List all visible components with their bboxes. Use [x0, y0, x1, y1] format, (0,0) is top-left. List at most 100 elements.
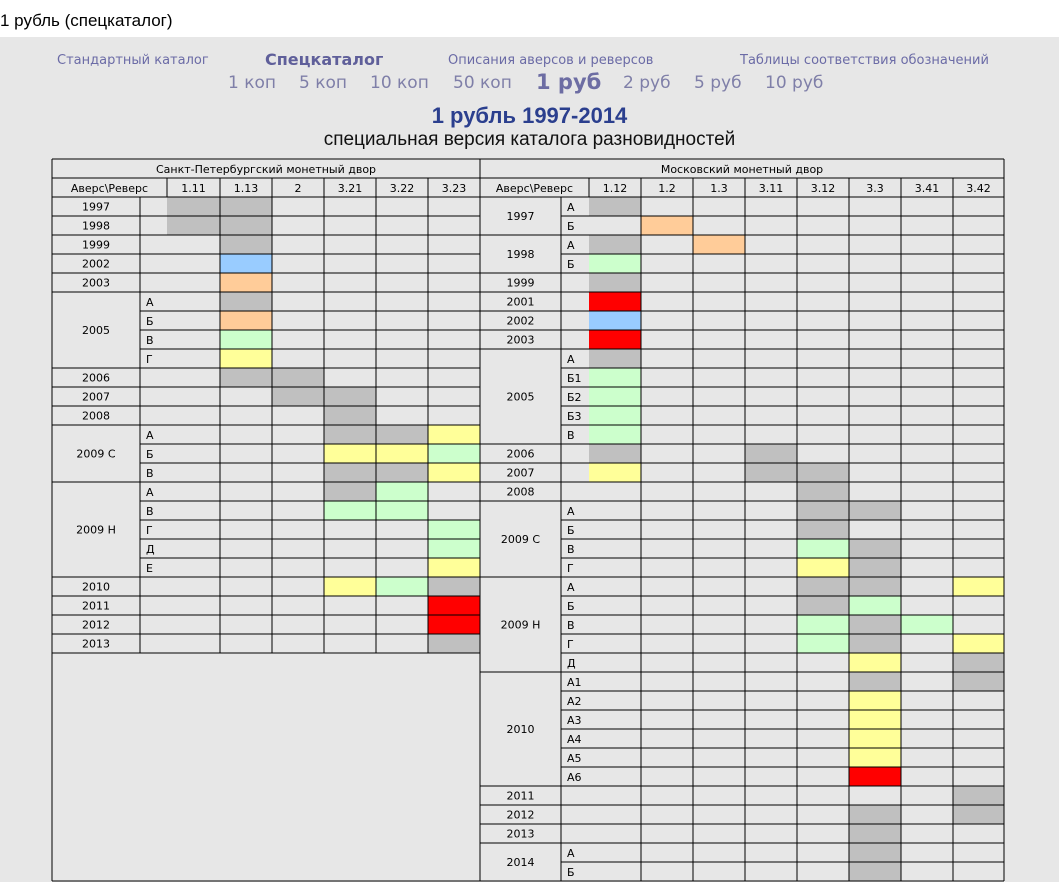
msk-mint-title: Московский монетный двор: [661, 163, 823, 176]
msk-year-label: 2013: [507, 828, 535, 841]
msk-year-label: 2009 С: [501, 533, 540, 546]
spb-year-label: 2013: [82, 638, 110, 651]
msk-sub-label: А6: [567, 771, 582, 784]
msk-sub-label: А: [567, 201, 575, 214]
spb-year-label: 1998: [82, 220, 110, 233]
msk-sub-label: В: [567, 543, 575, 556]
spb-cell-green: [376, 577, 428, 596]
msk-column-header: 3.42: [966, 182, 991, 195]
spb-cell-gray: [324, 482, 376, 501]
msk-cell-green: [589, 387, 641, 406]
spb-sub-label: Е: [146, 562, 153, 575]
msk-year-label: 2008: [507, 486, 535, 499]
nav-obverse-reverse-descriptions[interactable]: Описания аверсов и реверсов: [448, 53, 654, 68]
spb-year-label: 1997: [82, 201, 110, 214]
msk-sub-label: А3: [567, 714, 582, 727]
msk-cell-gray: [797, 501, 849, 520]
msk-sub-label: Б: [567, 600, 575, 613]
msk-column-header: 1.3: [710, 182, 728, 195]
msk-cell-green: [797, 539, 849, 558]
msk-cell-gray: [849, 843, 901, 862]
spb-column-header: 3.21: [338, 182, 363, 195]
subnav-5-rub[interactable]: 5 руб: [694, 73, 742, 93]
msk-cell-yellow: [849, 653, 901, 672]
msk-year-label: 2012: [507, 809, 535, 822]
spb-cell-yellow: [324, 577, 376, 596]
msk-cell-gray: [849, 501, 901, 520]
msk-cell-gray: [797, 596, 849, 615]
spb-column-header: 2: [295, 182, 302, 195]
msk-sub-label: Б1: [567, 372, 582, 385]
msk-sub-label: Б: [567, 524, 575, 537]
subnav-10-kop[interactable]: 10 коп: [370, 73, 429, 93]
spb-sub-label: Б: [146, 448, 154, 461]
msk-year-label: 2011: [507, 790, 535, 803]
spb-sub-label: В: [146, 334, 154, 347]
msk-year-label: 2014: [507, 856, 535, 869]
spb-column-header: 3.23: [442, 182, 467, 195]
msk-cell-red: [849, 767, 901, 786]
subnav-5-kop[interactable]: 5 коп: [299, 73, 348, 93]
nav-special-catalog[interactable]: Спецкаталог: [265, 50, 384, 69]
msk-sub-label: Б3: [567, 410, 582, 423]
msk-cell-green: [589, 254, 641, 273]
subnav-2-rub[interactable]: 2 руб: [623, 73, 671, 93]
spb-cell-green: [428, 444, 480, 463]
msk-corner-header: Аверс\Реверс: [496, 182, 573, 195]
msk-cell-green: [589, 368, 641, 387]
msk-sub-label: А1: [567, 676, 582, 689]
spb-sub-label: А: [146, 486, 154, 499]
msk-sub-label: А5: [567, 752, 582, 765]
msk-cell-yellow: [849, 729, 901, 748]
page-heading: 1 рубль (спецкаталог): [0, 11, 173, 30]
spb-column-header: 1.11: [181, 182, 206, 195]
spb-cell-gray: [220, 235, 272, 254]
msk-year-label: 2006: [507, 448, 535, 461]
spb-cell-gray: [428, 577, 480, 596]
msk-cell-green: [797, 634, 849, 653]
subnav-50-kop[interactable]: 50 коп: [453, 73, 512, 93]
msk-column-header: 3.41: [915, 182, 940, 195]
msk-sub-label: А: [567, 505, 575, 518]
msk-sub-label: А: [567, 581, 575, 594]
nav-designation-tables[interactable]: Таблицы соответствия обозначений: [740, 53, 989, 68]
msk-cell-yellow: [797, 558, 849, 577]
catalog-subtitle: специальная версия каталога разновидност…: [323, 129, 736, 150]
spb-cell-gray: [272, 387, 324, 406]
spb-cell-blue: [220, 254, 272, 273]
spb-sub-label: Г: [146, 524, 153, 537]
spb-year-label: 2009 С: [76, 448, 115, 461]
spb-cell-gray: [220, 368, 272, 387]
msk-sub-label: В: [567, 619, 575, 632]
msk-cell-yellow: [953, 634, 1004, 653]
msk-cell-orange: [641, 216, 693, 235]
catalog-title: 1 рубль 1997-2014: [431, 103, 628, 128]
msk-sub-label: В: [567, 429, 575, 442]
msk-cell-gray: [953, 653, 1004, 672]
subnav-10-rub[interactable]: 10 руб: [765, 73, 824, 93]
msk-sub-label: А: [567, 847, 575, 860]
subnav-1-rub[interactable]: 1 руб: [536, 70, 602, 94]
msk-cell-green: [849, 596, 901, 615]
msk-sub-label: Г: [567, 638, 574, 651]
subnav-1-kop[interactable]: 1 коп: [228, 73, 277, 93]
msk-cell-gray: [797, 520, 849, 539]
spb-year-label: 2008: [82, 410, 110, 423]
spb-cell-yellow: [324, 444, 376, 463]
msk-cell-gray: [797, 482, 849, 501]
msk-cell-gray: [849, 539, 901, 558]
msk-sub-label: А4: [567, 733, 582, 746]
spb-cell-gray: [376, 425, 428, 444]
msk-cell-gray: [953, 672, 1004, 691]
spb-year-label: 1999: [82, 239, 110, 252]
msk-cell-gray: [849, 805, 901, 824]
msk-column-header: 3.3: [866, 182, 884, 195]
msk-year-label: 2002: [507, 315, 535, 328]
msk-sub-label: А2: [567, 695, 582, 708]
msk-cell-gray: [953, 805, 1004, 824]
spb-sub-label: Д: [146, 543, 155, 556]
msk-sub-label: Г: [567, 562, 574, 575]
spb-mint-title: Санкт-Петербургский монетный двор: [156, 163, 376, 176]
nav-standard-catalog[interactable]: Стандартный каталог: [57, 53, 209, 68]
msk-cell-gray: [589, 444, 641, 463]
